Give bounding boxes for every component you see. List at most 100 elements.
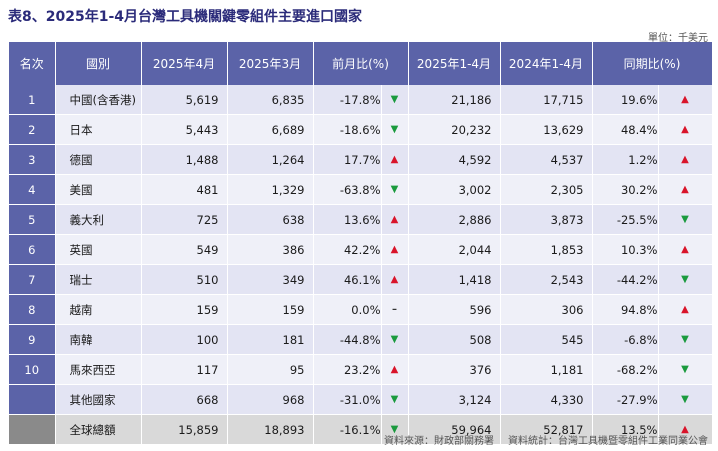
yoy-cell: 13.5% (592, 414, 659, 445)
apr-2025-cell: 549 (141, 234, 228, 265)
table-body: 1 中國(含香港) 5,619 6,835 -17.8% ▼ 21,186 17,715 19.… (9, 85, 713, 445)
mom-arrow-icon: ▲ (381, 234, 409, 265)
mom-arrow-icon: ▼ (381, 174, 409, 205)
ytd-2024-cell: 4,330 (500, 384, 593, 415)
yoy-cell: 10.3% (592, 234, 659, 265)
yoy-arrow-icon: ▲ (658, 234, 713, 265)
yoy-cell: -6.8% (592, 324, 659, 355)
apr-2025-cell: 481 (141, 174, 228, 205)
rank-cell: 10 (9, 354, 56, 385)
mar-2025-cell: 349 (227, 264, 314, 295)
yoy-arrow-icon: ▲ (658, 144, 713, 175)
rank-cell (9, 384, 56, 415)
ytd-2024-cell: 3,873 (500, 204, 593, 235)
table-row: 4 美國 481 1,329 -63.8% ▼ 3,002 2,305 30.2% ▲ (9, 174, 713, 205)
mar-2025-cell: 1,329 (227, 174, 314, 205)
yoy-cell: 30.2% (592, 174, 659, 205)
country-cell: 其他國家 (55, 384, 142, 415)
ytd-2025-cell: 1,418 (408, 264, 501, 295)
yoy-cell: -68.2% (592, 354, 659, 385)
col-header-ytd-2024: 2024年1-4月 (500, 42, 593, 85)
yoy-cell: 19.6% (592, 85, 659, 115)
apr-2025-cell: 510 (141, 264, 228, 295)
apr-2025-cell: 5,443 (141, 114, 228, 145)
mom-arrow-icon: ▼ (381, 414, 409, 445)
apr-2025-cell: 725 (141, 204, 228, 235)
mar-2025-cell: 6,689 (227, 114, 314, 145)
yoy-cell: 48.4% (592, 114, 659, 145)
col-header-ytd-2025: 2025年1-4月 (408, 42, 501, 85)
ytd-2024-cell: 2,305 (500, 174, 593, 205)
mar-2025-cell: 638 (227, 204, 314, 235)
mom-cell: 23.2% (313, 354, 382, 385)
yoy-arrow-icon: ▼ (658, 204, 713, 235)
mom-cell: 46.1% (313, 264, 382, 295)
table-row: 8 越南 159 159 0.0% –596 306 94.8% ▲ (9, 294, 713, 325)
ytd-2024-cell: 1,853 (500, 234, 593, 265)
mom-cell: -44.8% (313, 324, 382, 355)
table-row: 1 中國(含香港) 5,619 6,835 -17.8% ▼ 21,186 17,715 19.… (9, 85, 713, 115)
col-header-rank: 名次 (9, 42, 56, 85)
ytd-2025-cell: 3,124 (408, 384, 501, 415)
apr-2025-cell: 15,859 (141, 414, 228, 445)
mom-cell: -16.1% (313, 414, 382, 445)
rank-cell: 8 (9, 294, 56, 325)
ytd-2025-cell: 3,002 (408, 174, 501, 205)
rank-cell: 5 (9, 204, 56, 235)
yoy-arrow-icon: ▲ (658, 114, 713, 145)
country-cell: 瑞士 (55, 264, 142, 295)
ytd-2025-cell: 376 (408, 354, 501, 385)
apr-2025-cell: 668 (141, 384, 228, 415)
ytd-2024-cell: 13,629 (500, 114, 593, 145)
mar-2025-cell: 95 (227, 354, 314, 385)
yoy-cell: -25.5% (592, 204, 659, 235)
rank-cell (9, 414, 56, 445)
col-header-yoy: 同期比(%) (592, 42, 713, 85)
yoy-arrow-icon: ▲ (658, 85, 713, 115)
mom-arrow-icon: ▼ (381, 324, 409, 355)
ytd-2024-cell: 2,543 (500, 264, 593, 295)
mar-2025-cell: 1,264 (227, 144, 314, 175)
country-cell: 美國 (55, 174, 142, 205)
mar-2025-cell: 181 (227, 324, 314, 355)
ytd-2024-cell: 545 (500, 324, 593, 355)
apr-2025-cell: 117 (141, 354, 228, 385)
statistics-text: 資料統計：台灣工具機暨零組件工業同業公會 (508, 436, 708, 447)
yoy-arrow-icon: ▲ (658, 174, 713, 205)
mom-cell: -18.6% (313, 114, 382, 145)
import-table: 名次 國別 2025年4月 2025年3月 前月比(%) 2025年1-4月 2… (9, 42, 713, 445)
mom-arrow-icon: ▼ (381, 114, 409, 145)
total-row: 全球總額 15,859 18,893 -16.1% ▼ 59,964 52,817 13.5%… (9, 414, 713, 445)
table-row: 6 英國 549 386 42.2% ▲ 2,044 1,853 10.3% ▲ (9, 234, 713, 265)
mom-arrow-icon: ▲ (381, 144, 409, 175)
ytd-2025-cell: 20,232 (408, 114, 501, 145)
mom-arrow-icon: ▼ (381, 85, 409, 115)
mom-cell: -31.0% (313, 384, 382, 415)
header-row: 名次 國別 2025年4月 2025年3月 前月比(%) 2025年1-4月 2… (9, 42, 713, 85)
col-header-mar-2025: 2025年3月 (227, 42, 314, 85)
rank-cell: 6 (9, 234, 56, 265)
ytd-2024-cell: 306 (500, 294, 593, 325)
ytd-2025-cell: 508 (408, 324, 501, 355)
mom-arrow-icon: ▲ (381, 264, 409, 295)
mom-cell: 0.0% (313, 294, 382, 325)
ytd-2024-cell: 1,181 (500, 354, 593, 385)
col-header-country: 國別 (55, 42, 142, 85)
mom-arrow-icon: ▼ (381, 384, 409, 415)
rank-cell: 2 (9, 114, 56, 145)
mom-arrow-icon: ▲ (381, 204, 409, 235)
ytd-2025-cell: 2,886 (408, 204, 501, 235)
table-row: 9 南韓 100 181 -44.8% ▼ 508 545 -6.8% ▼ (9, 324, 713, 355)
yoy-arrow-icon: ▼ (658, 324, 713, 355)
mom-arrow-icon: ▲ (381, 354, 409, 385)
mar-2025-cell: 18,893 (227, 414, 314, 445)
col-header-apr-2025: 2025年4月 (141, 42, 228, 85)
rank-cell: 1 (9, 85, 56, 115)
mom-cell: 17.7% (313, 144, 382, 175)
ytd-2025-cell: 59,964 (408, 414, 501, 445)
ytd-2025-cell: 21,186 (408, 85, 501, 115)
rank-cell: 9 (9, 324, 56, 355)
mom-cell: 42.2% (313, 234, 382, 265)
yoy-cell: 94.8% (592, 294, 659, 325)
country-cell: 南韓 (55, 324, 142, 355)
